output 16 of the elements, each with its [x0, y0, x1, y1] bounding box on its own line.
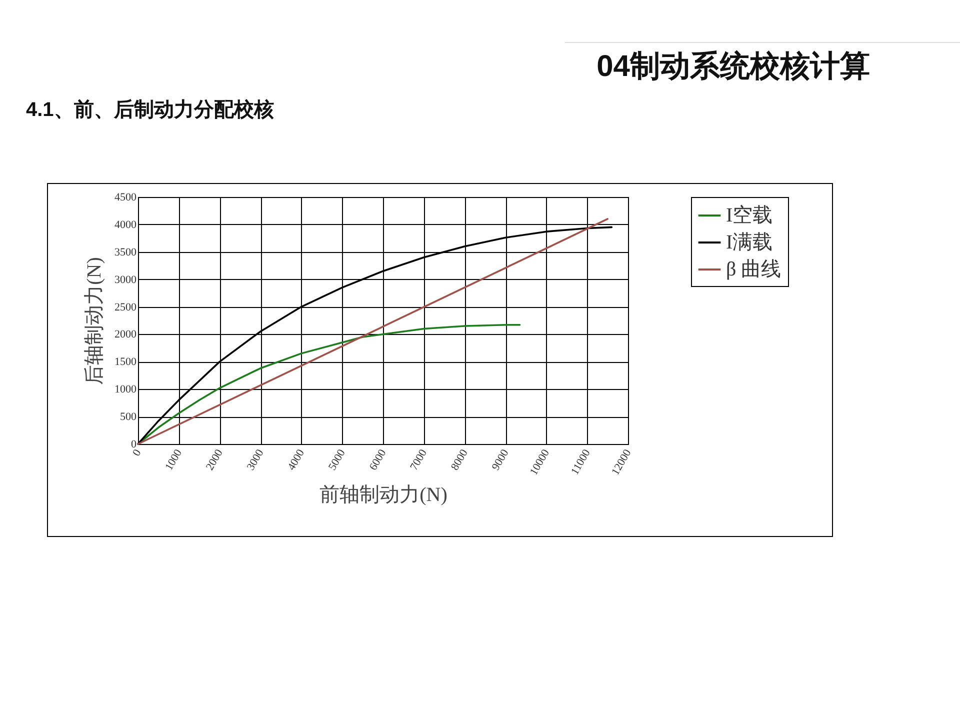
y-tick-label: 1500: [114, 356, 137, 368]
y-tick-label: 2500: [114, 301, 137, 314]
chart-subtitle: 4.1、前、后制动力分配校核: [26, 98, 274, 123]
y-tick-label: 4500: [114, 192, 137, 204]
x-axis-title: 前轴制动力(N): [320, 484, 448, 506]
y-tick-label: 4000: [114, 218, 137, 231]
y-tick-label: 1000: [114, 384, 137, 396]
y-tick-label: 3000: [114, 274, 137, 286]
legend-label: I满载: [726, 232, 773, 254]
legend-label: I空载: [726, 204, 773, 226]
legend-label: β 曲线: [726, 258, 782, 280]
y-axis-title: 后轴制动力(N): [84, 257, 106, 385]
y-tick-label: 500: [120, 411, 137, 424]
y-tick-label: 2000: [114, 328, 137, 341]
text: 04制动系统校核计算: [596, 49, 870, 85]
y-tick-label: 3500: [114, 246, 137, 258]
